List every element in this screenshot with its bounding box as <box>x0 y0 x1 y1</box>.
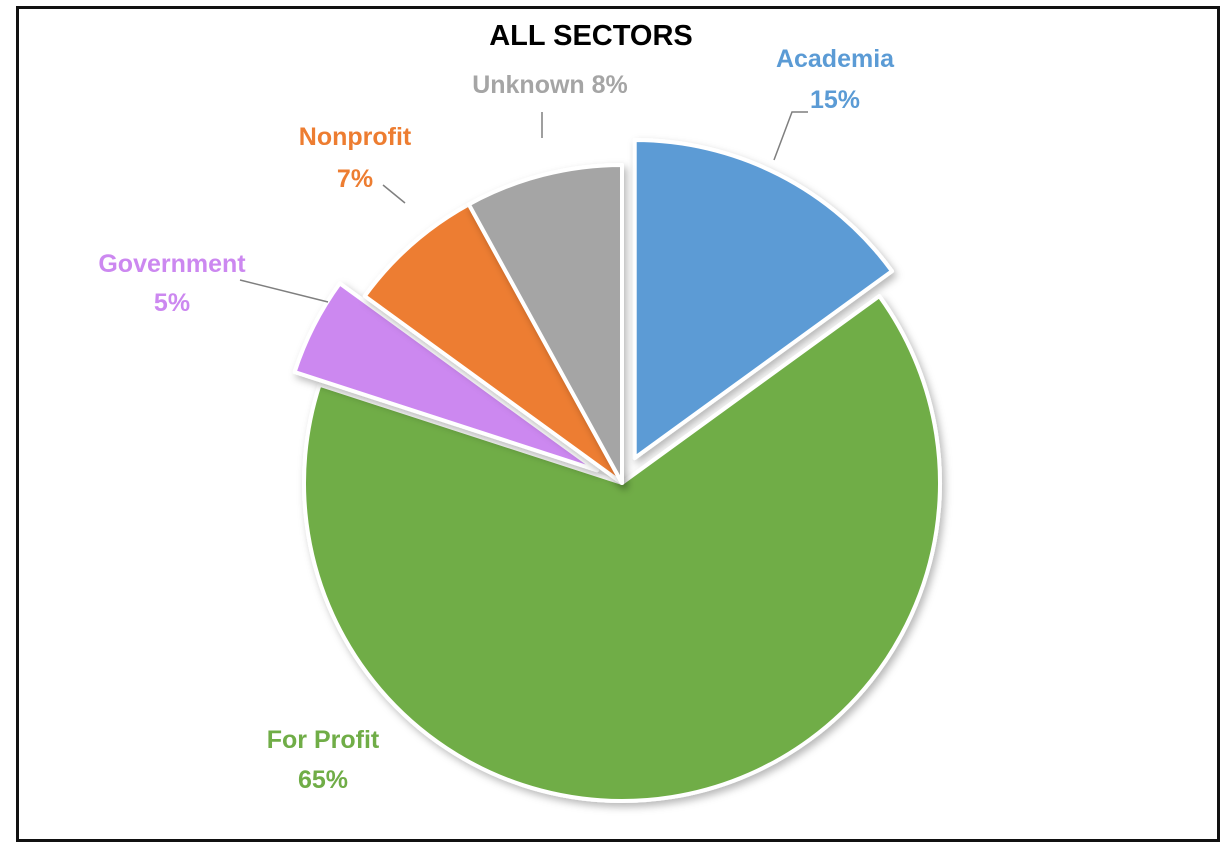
data-label-name-academia: Academia <box>776 45 895 73</box>
pie-slice-unknown <box>466 163 624 485</box>
data-label-unknown: Unknown 8% <box>472 71 628 99</box>
data-label-name-nonprofit: Nonprofit <box>299 123 412 151</box>
chart-title: ALL SECTORS <box>489 20 693 52</box>
leader-lines <box>239 111 808 303</box>
data-labels: Academia 15% For Profit 65% Government 5% Nonp… <box>98 45 895 794</box>
data-label-value-for-profit: 65% <box>298 766 348 794</box>
leader-line-academia <box>773 111 808 161</box>
data-label-name-government: Government <box>98 250 246 278</box>
data-label-value-academia: 15% <box>810 86 860 114</box>
pie-slice-for-profit <box>302 294 942 803</box>
leader-line-government <box>239 279 329 303</box>
pie-slice-academia <box>632 138 894 461</box>
data-label-value-government: 5% <box>154 289 190 317</box>
pie-slice-nonprofit <box>362 202 624 485</box>
leader-line-nonprofit <box>382 184 406 204</box>
pie-slice-government <box>292 281 600 473</box>
pie-slices <box>292 138 942 803</box>
data-label-value-nonprofit: 7% <box>337 165 373 193</box>
data-label-name-for-profit: For Profit <box>267 726 380 754</box>
